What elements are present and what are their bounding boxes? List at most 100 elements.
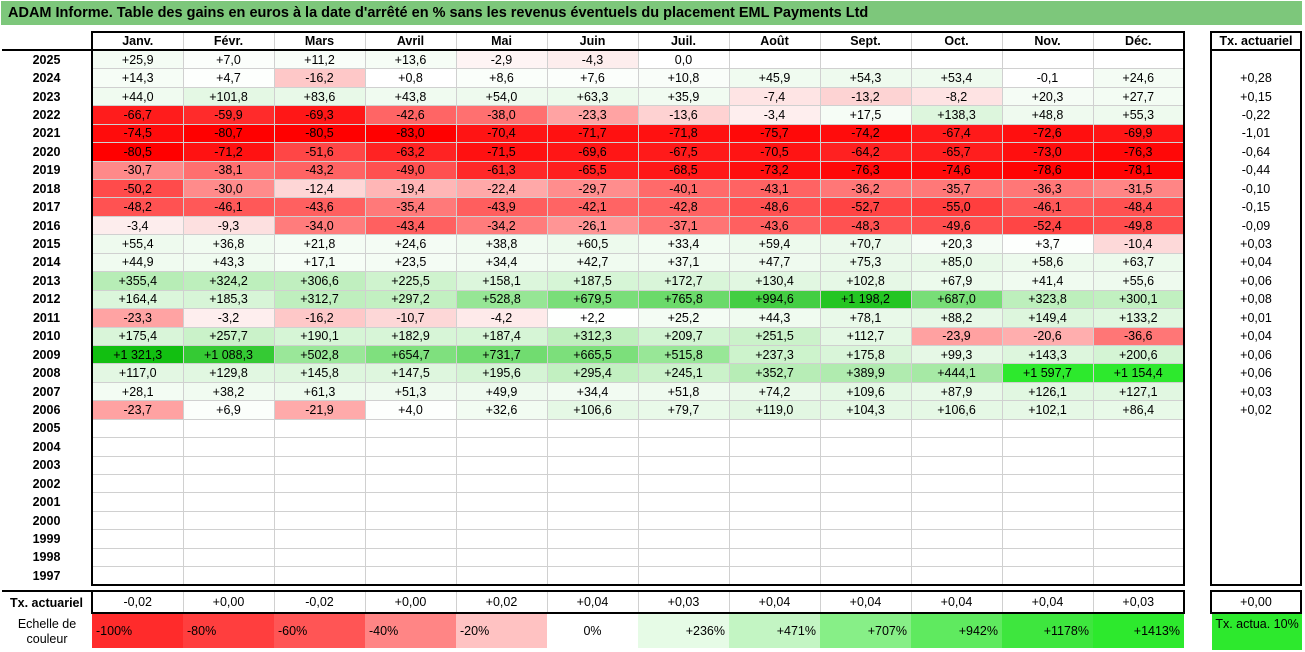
gain-cell: +143,3: [1001, 344, 1094, 365]
month-header: Nov.: [1001, 30, 1094, 52]
gain-cell: +175,8: [819, 344, 912, 365]
gain-cell: +17,5: [819, 105, 912, 125]
annual-cell: -0,64: [1210, 142, 1302, 162]
annual-cell: -0,10: [1210, 179, 1302, 198]
annual-row: -0,22: [1210, 105, 1302, 125]
gain-cell: +2,2: [546, 308, 639, 328]
gain-cell: [728, 547, 821, 568]
gain-cell: -78,1: [1092, 160, 1185, 181]
gain-cell: [728, 418, 821, 439]
gain-cell: -52,7: [819, 197, 912, 217]
year-label: 2005: [32, 421, 61, 436]
year-label: 2009: [32, 347, 61, 362]
gain-cell: +1 088,3: [182, 344, 275, 365]
gain-cell: -36,3: [1001, 178, 1094, 199]
gain-cell: +13,6: [364, 49, 457, 70]
year-label: 2012: [32, 292, 61, 307]
gain-cell: [910, 492, 1003, 512]
annual-summary-cell: +0,00: [1210, 590, 1302, 615]
gain-cell: [1001, 566, 1094, 587]
annual-cell: [1210, 566, 1302, 587]
gain-cell: +355,4: [91, 271, 184, 291]
gain-cell: -66,7: [91, 105, 184, 125]
color-scale-swatch: +707%: [820, 614, 911, 648]
gain-cell: [546, 473, 639, 494]
gain-cell: -49,6: [910, 215, 1003, 236]
year-label: 2013: [32, 273, 61, 288]
annual-row: +0,08: [1210, 290, 1302, 309]
gain-cell: -48,3: [819, 215, 912, 236]
gain-cell: [819, 510, 912, 531]
gain-cell: -50,2: [91, 178, 184, 199]
annual-row: [1210, 419, 1302, 438]
gain-cell: +85,0: [910, 252, 1003, 273]
gain-cell: -69,9: [1092, 123, 1185, 144]
annual-cell: -0,15: [1210, 197, 1302, 217]
year-label: 2001: [32, 495, 61, 510]
gain-cell: [637, 492, 730, 512]
gain-cell: [1001, 510, 1094, 531]
gain-cell: [364, 418, 457, 439]
gain-cell: +312,3: [546, 326, 639, 346]
gain-cell: +63,7: [1092, 252, 1185, 273]
year-label: 1997: [32, 568, 61, 583]
table-row: 2008 +117,0 +129,8 +145,8 +147,5 +195,6 +295,4…: [2, 363, 1185, 383]
annual-row: +0,06: [1210, 345, 1302, 364]
gain-cell: +53,4: [910, 68, 1003, 88]
gain-cell: [910, 437, 1003, 457]
gain-cell: [819, 473, 912, 494]
gain-cell: [819, 492, 912, 512]
gain-cell: [364, 566, 457, 587]
gain-cell: -36,2: [819, 178, 912, 199]
table-row: 2015 +55,4 +36,8 +21,8 +24,6 +38,8 +60,5 +33,4 +…: [2, 234, 1185, 254]
summary-cell: +0,04: [546, 590, 639, 615]
gain-cell: -72,6: [1001, 123, 1094, 144]
gain-cell: -30,7: [91, 160, 184, 181]
gain-cell: +172,7: [637, 271, 730, 291]
gain-cell: [1001, 418, 1094, 439]
summary-label: Tx. actuariel: [2, 590, 92, 614]
gain-cell: [91, 529, 184, 549]
actuarial-summary-row: Tx. actuariel -0,02 +0,00 -0,02 +0,00 +0,02 +0…: [2, 590, 1185, 615]
gain-cell: -4,3: [546, 49, 639, 70]
gain-cell: [1092, 455, 1185, 476]
gain-cell: +10,8: [637, 68, 730, 88]
table-row: 1998: [2, 547, 1185, 568]
table-row: 2011 -23,3 -3,2 -16,2 -10,7 -4,2 +2,2 +25,2 +44,…: [2, 308, 1185, 328]
year-label: 2018: [32, 181, 61, 196]
gain-cell: -22,4: [455, 178, 548, 199]
annual-cell: +0,03: [1210, 382, 1302, 401]
annual-row: [1210, 437, 1302, 457]
summary-cell: -0,02: [91, 590, 184, 615]
year-label: 2020: [32, 144, 61, 159]
gain-cell: [637, 473, 730, 494]
gain-cell: [1092, 492, 1185, 512]
annual-cell: +0,04: [1210, 327, 1302, 346]
report-title: ADAM Informe. Table des gains en euros à…: [1, 1, 1302, 25]
color-scale-swatches: -100% -80% -60% -40% -20% 0% +236% +471% +707% +9…: [92, 614, 1184, 650]
gain-cell: +126,1: [1001, 381, 1094, 402]
gain-cell: +102,8: [819, 271, 912, 291]
gain-cell: +25,9: [91, 49, 184, 70]
gain-cell: -2,9: [455, 49, 548, 70]
gain-cell: [728, 473, 821, 494]
gain-cell: +257,7: [182, 326, 275, 346]
gain-cell: [364, 547, 457, 568]
gain-cell: -55,0: [910, 197, 1003, 217]
annual-row: +0,06: [1210, 363, 1302, 383]
gain-cell: +225,5: [364, 271, 457, 291]
table-row: 2000: [2, 510, 1185, 531]
gain-cell: +654,7: [364, 344, 457, 365]
summary-cell: +0,04: [728, 590, 821, 615]
summary-cell: +0,04: [1001, 590, 1094, 615]
gain-cell: +8,6: [455, 68, 548, 88]
color-scale-swatch: +1178%: [1002, 614, 1093, 648]
annual-cell: +0,02: [1210, 400, 1302, 420]
annual-actuarial-table: Tx. actuariel +0,28 +0,15 -0,22 -1,01 -0,64 -0…: [1210, 30, 1302, 615]
gain-cell: [1001, 547, 1094, 568]
gain-cell: +55,4: [91, 234, 184, 254]
annual-cell: -0,22: [1210, 105, 1302, 125]
monthly-gains-table: Janv. Févr. Mars Avril Mai Juin Juil. Août Sept.…: [2, 30, 1185, 615]
gain-cell: [455, 547, 548, 568]
gain-cell: -35,4: [364, 197, 457, 217]
